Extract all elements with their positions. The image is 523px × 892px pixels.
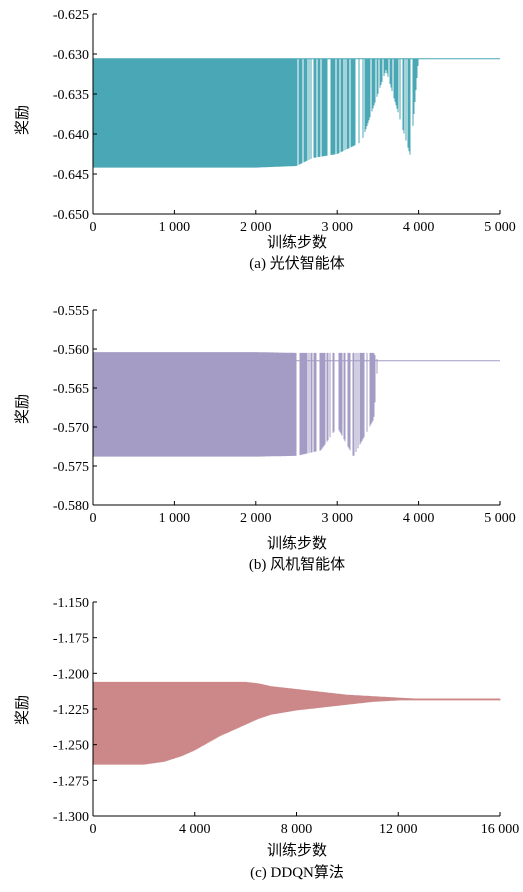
chart-a-caption: (a) 光伏智能体: [249, 254, 344, 272]
chart-c-y-tick-label: -1.200: [53, 667, 89, 682]
chart-b-x-tick-label: 3 000: [321, 511, 353, 526]
chart-b: 0 1 000 2 000 3 000 4 000 5 000 -0.580 -0.575 -0…: [14, 304, 516, 573]
chart-c-ticks: 0 4 000 8 000 12 000 16 000 -1.300 -1.275 -1.25…: [53, 596, 519, 837]
chart-b-axes: [92, 310, 500, 506]
chart-c-y-axis-title: 奖励: [14, 695, 31, 725]
chart-b-x-tick-label: 5 000: [484, 511, 516, 526]
chart-b-y-tick-label: -0.575: [53, 460, 89, 475]
chart-a-x-tick-label: 0: [90, 220, 97, 235]
chart-b-x-tick-label: 1 000: [159, 511, 191, 526]
chart-a-y-tick-label: -0.630: [53, 48, 89, 63]
chart-a-x-tick-label: 1 000: [159, 220, 191, 235]
chart-b-x-tick-label: 2 000: [240, 511, 272, 526]
chart-c-y-tick-label: -1.225: [53, 703, 89, 718]
chart-c-x-axis-title: 训练步数: [267, 842, 327, 859]
chart-c-x-tick-label: 8 000: [281, 822, 313, 837]
chart-a-y-axis-title: 奖励: [14, 105, 31, 135]
chart-c-x-tick-label: 0: [90, 822, 97, 837]
chart-c-y-tick-label: -1.150: [53, 596, 89, 611]
chart-c-y-tick-label: -1.250: [53, 739, 89, 754]
chart-a-x-tick-label: 4 000: [403, 220, 435, 235]
chart-c: 0 4 000 8 000 12 000 16 000 -1.300 -1.275 -1.25…: [14, 596, 519, 881]
chart-c-x-tick-label: 4 000: [179, 822, 211, 837]
chart-b-y-tick-label: -0.560: [53, 343, 89, 358]
chart-b-caption: (b) 风机智能体: [249, 555, 345, 573]
chart-c-y-tick-label: -1.175: [53, 632, 89, 647]
chart-b-y-tick-label: -0.570: [53, 421, 89, 436]
chart-b-x-tick-label: 0: [90, 511, 97, 526]
chart-a-y-tick-label: -0.635: [53, 88, 89, 103]
chart-a-x-tick-label: 2 000: [240, 220, 272, 235]
chart-b-y-tick-label: -0.580: [53, 499, 89, 514]
chart-a-x-axis-title: 训练步数: [267, 234, 327, 251]
chart-a-y-tick-label: -0.625: [53, 8, 89, 23]
chart-b-y-tick-label: -0.555: [53, 304, 89, 319]
chart-c-plot-area: [92, 681, 501, 765]
chart-a-y-tick-label: -0.640: [53, 128, 89, 143]
chart-c-caption: (c) DDQN算法: [250, 863, 344, 881]
chart-b-y-tick-label: -0.565: [53, 382, 89, 397]
chart-a: 0 1 000 2 000 3 000 4 000 5 000 -0.650 -0.645 -0…: [14, 8, 516, 272]
chart-c-x-tick-label: 16 000: [481, 822, 520, 837]
chart-b-x-tick-label: 4 000: [403, 511, 435, 526]
chart-b-x-axis-title: 训练步数: [267, 535, 327, 552]
chart-a-y-tick-label: -0.650: [53, 208, 89, 223]
chart-a-axes: [92, 14, 500, 215]
chart-c-y-tick-label: -1.275: [53, 774, 89, 789]
chart-a-y-tick-label: -0.645: [53, 168, 89, 183]
chart-c-x-tick-label: 12 000: [379, 822, 418, 837]
chart-b-y-axis-title: 奖励: [14, 394, 31, 424]
chart-c-y-tick-label: -1.300: [53, 810, 89, 825]
chart-a-ticks: 0 1 000 2 000 3 000 4 000 5 000 -0.650 -0.645 -0…: [53, 8, 516, 235]
chart-a-x-tick-label: 3 000: [321, 220, 353, 235]
chart-a-x-tick-label: 5 000: [484, 220, 516, 235]
chart-b-ticks: 0 1 000 2 000 3 000 4 000 5 000 -0.580 -0.575 -0…: [53, 304, 516, 526]
